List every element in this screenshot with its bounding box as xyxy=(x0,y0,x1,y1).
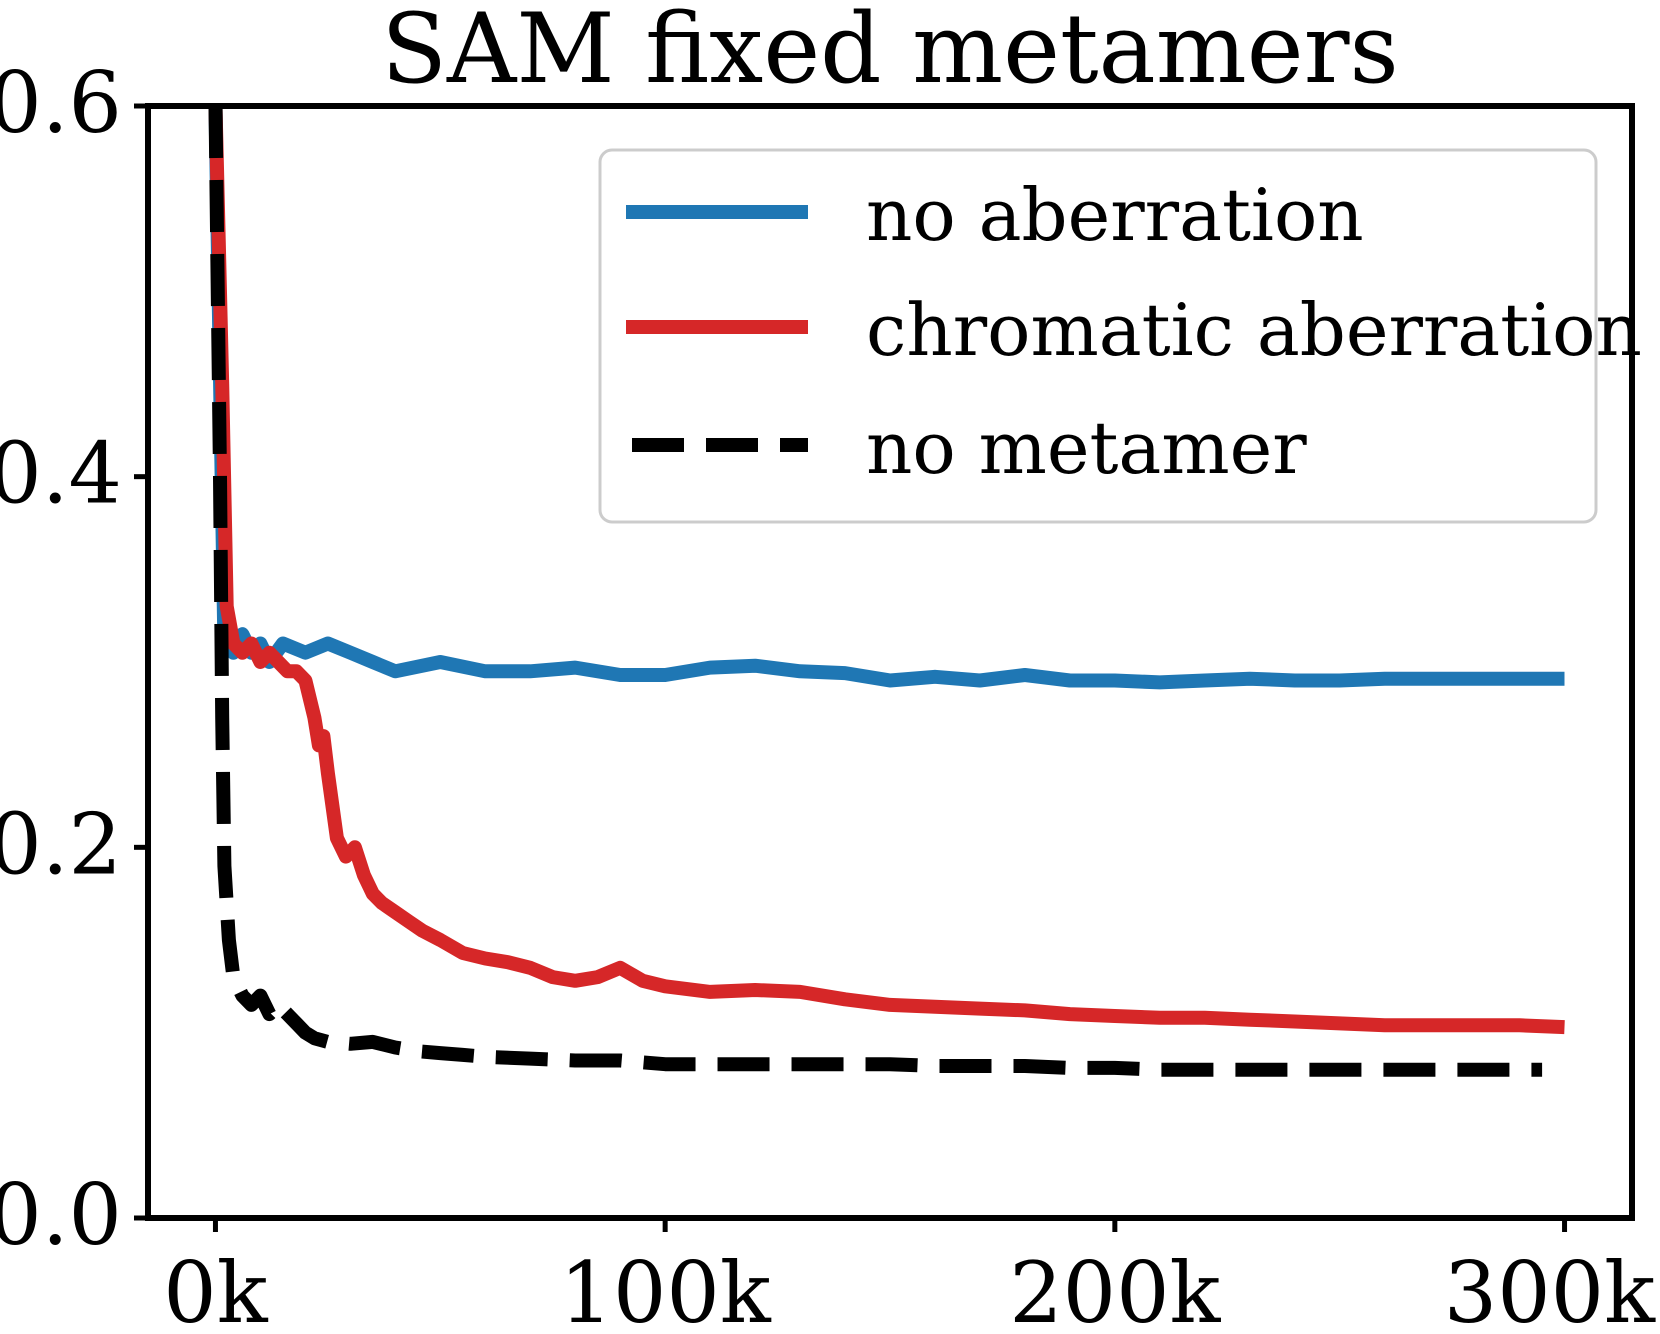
series-line-no-metamer xyxy=(208,106,1543,1077)
series-line-chromatic-aberration xyxy=(208,106,1565,1035)
y-tick-label: 0.0 xyxy=(0,1166,122,1264)
y-tick-label: 0.2 xyxy=(0,795,122,893)
x-tick-label: 300k xyxy=(1444,1244,1656,1334)
legend-label-chromatic-aberration: chromatic aberration xyxy=(866,288,1642,372)
y-tick-label: 0.4 xyxy=(0,425,122,523)
y-tick-label: 0.6 xyxy=(0,54,122,152)
chart-title: SAM fixed metamers xyxy=(381,0,1399,105)
x-tick-label: 100k xyxy=(560,1244,772,1334)
x-axis: 0k 100k 200k 300k xyxy=(163,1218,1656,1334)
x-tick-label: 0k xyxy=(163,1244,268,1334)
series-layer xyxy=(208,106,1565,1077)
legend-label-no-aberration: no aberration xyxy=(866,173,1364,257)
legend-label-no-metamer: no metamer xyxy=(866,406,1307,490)
y-axis: 0.0 0.2 0.4 0.6 xyxy=(0,54,148,1264)
plot-frame xyxy=(145,103,1635,1221)
legend: no aberration chromatic aberration no me… xyxy=(598,148,1642,524)
x-tick-label: 200k xyxy=(1009,1244,1221,1334)
legend-box xyxy=(598,148,1598,524)
